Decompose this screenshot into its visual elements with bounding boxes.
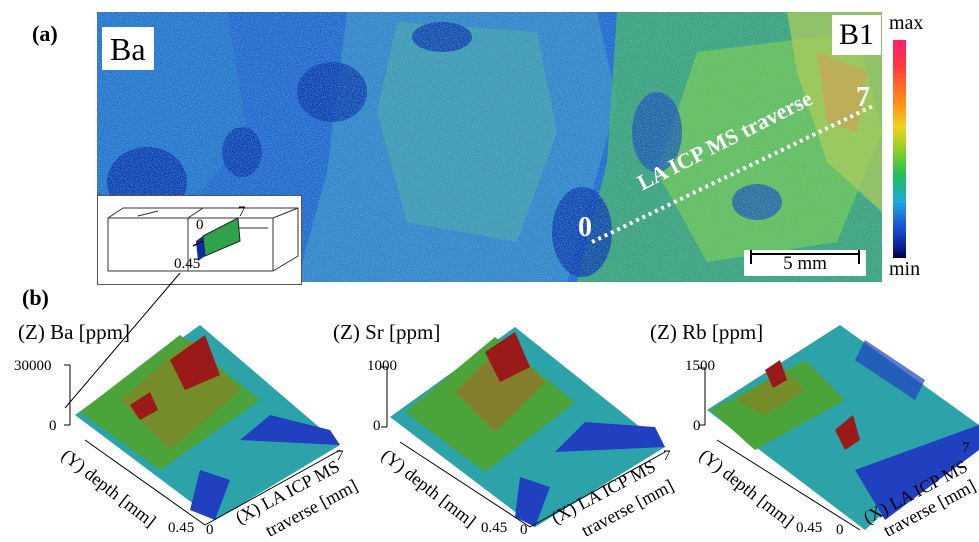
plot-ba-title: (Z) Ba [ppm] xyxy=(18,320,130,344)
plot-ba-zmax: 30000 xyxy=(14,358,52,374)
plot-ba-xend: 7 xyxy=(336,448,344,464)
plot-sr-zmax: 1000 xyxy=(367,358,397,374)
plot-rb-surface xyxy=(699,325,979,531)
ba-element-map xyxy=(97,12,882,282)
colorbar-min-label: min xyxy=(889,258,921,280)
plot-rb-xend: 7 xyxy=(962,440,970,456)
plot-rb-zmin: 0 xyxy=(693,418,701,434)
plot-rb-zmax: 1500 xyxy=(685,358,715,374)
plot-sr-zmin: 0 xyxy=(373,418,381,434)
traverse-start-label: 0 xyxy=(578,212,592,243)
colorbar-max-label: max xyxy=(889,12,924,34)
plot-sr-xstart: 0 xyxy=(520,522,528,538)
panel-b-label: (b) xyxy=(22,285,49,310)
inset-pointer-line xyxy=(64,272,181,409)
plot-sr-xend: 7 xyxy=(663,448,671,464)
map-element-label: Ba xyxy=(102,27,154,70)
plot-sr-title: (Z) Sr [ppm] xyxy=(333,320,441,344)
panel-a-label: (a) xyxy=(32,21,58,46)
inset-label-depth: 0.45 xyxy=(174,256,201,272)
plot-ba-zmin: 0 xyxy=(49,418,57,434)
plot-sr-surface xyxy=(381,327,666,528)
scale-bar-label: 5 mm xyxy=(783,253,827,274)
scale-bar: 5 mm xyxy=(744,250,866,276)
plot-ba-surface xyxy=(64,325,341,526)
plot-rb-title: (Z) Rb [ppm] xyxy=(650,320,764,344)
plot-sr-yend: 0.45 xyxy=(481,520,508,536)
plot-ba-yend: 0.45 xyxy=(168,520,195,536)
color-scale-bar xyxy=(893,40,906,258)
plot-rb-yend: 0.45 xyxy=(796,520,823,536)
plot-ba-xstart: 0 xyxy=(206,522,214,538)
plot-rb-xstart: 0 xyxy=(836,522,844,538)
inset-label-7: 7 xyxy=(238,204,246,220)
inset-label-0: 0 xyxy=(196,217,204,233)
sample-block-inset: 0 7 0.45 xyxy=(97,195,302,285)
traverse-end-label: 7 xyxy=(856,82,870,113)
sample-label: B1 xyxy=(832,15,882,55)
